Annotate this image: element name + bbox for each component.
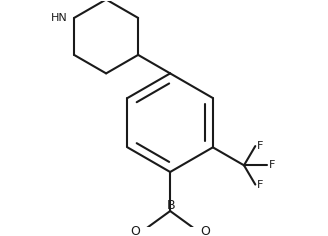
Text: O: O bbox=[200, 225, 210, 236]
Text: O: O bbox=[131, 225, 141, 236]
Text: F: F bbox=[257, 141, 264, 151]
Text: HN: HN bbox=[51, 13, 68, 23]
Text: F: F bbox=[269, 160, 275, 170]
Text: F: F bbox=[257, 180, 264, 190]
Text: B: B bbox=[167, 199, 175, 212]
